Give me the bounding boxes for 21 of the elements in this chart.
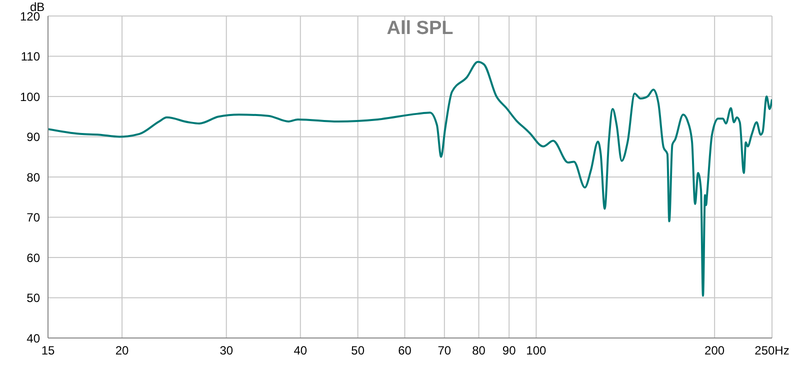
y-tick-label: 110 — [20, 50, 40, 64]
x-tick-label: 70 — [438, 344, 452, 358]
y-tick-label: 80 — [26, 170, 40, 184]
x-tick-label: 20 — [115, 344, 130, 358]
y-tick-label: 40 — [26, 331, 40, 346]
x-tick-label: 60 — [398, 344, 412, 358]
x-tick-label: 90 — [502, 344, 516, 358]
x-tick-label: 80 — [472, 344, 486, 358]
x-tick-label: 50 — [351, 344, 365, 358]
x-tick-label: 30 — [220, 344, 234, 358]
x-tick-label: 15 — [41, 344, 55, 358]
y-tick-label: 70 — [26, 210, 40, 225]
y-tick-label: 50 — [26, 291, 40, 306]
x-tick-label: 100 — [526, 344, 547, 358]
x-tick-label: 40 — [294, 344, 308, 358]
y-tick-label: 90 — [26, 130, 40, 144]
y-tick-label: 100 — [20, 90, 40, 104]
y-tick-label: 60 — [26, 250, 40, 265]
x-tick-label: 250Hz — [754, 344, 790, 358]
x-tick-label: 200 — [704, 344, 725, 358]
chart-title: All SPL — [386, 18, 454, 39]
